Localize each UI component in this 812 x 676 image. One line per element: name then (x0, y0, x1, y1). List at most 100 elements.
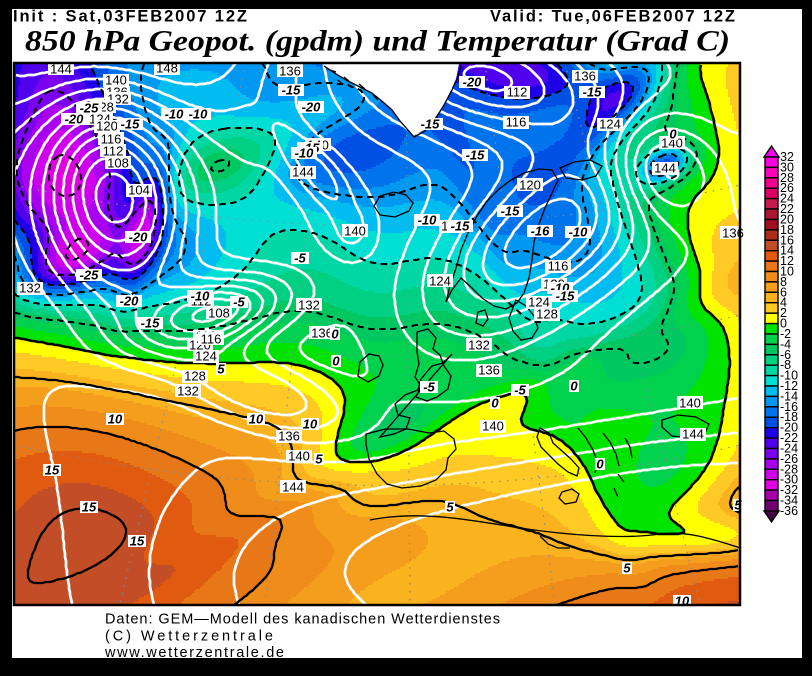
svg-text:-16: -16 (531, 224, 551, 239)
svg-text:-15: -15 (583, 85, 603, 100)
svg-text:140: 140 (679, 396, 701, 411)
svg-text:116: 116 (506, 115, 527, 130)
svg-text:-15: -15 (556, 289, 576, 304)
svg-text:32: 32 (780, 150, 794, 164)
svg-text:144: 144 (682, 427, 704, 442)
svg-text:136: 136 (278, 429, 300, 444)
svg-text:15: 15 (130, 534, 145, 549)
svg-text:8: 8 (780, 275, 787, 289)
svg-text:30: 30 (780, 160, 794, 174)
svg-text:-10: -10 (191, 289, 211, 304)
svg-text:-26: -26 (780, 452, 798, 466)
svg-text:-20: -20 (120, 294, 140, 309)
svg-text:-5: -5 (233, 295, 245, 310)
svg-text:5: 5 (446, 500, 454, 515)
svg-text:140: 140 (105, 73, 127, 88)
svg-text:136: 136 (722, 226, 744, 241)
svg-text:120: 120 (96, 119, 118, 134)
svg-text:5: 5 (315, 452, 323, 467)
svg-text:-20: -20 (65, 112, 85, 127)
svg-text:136: 136 (478, 363, 500, 378)
svg-text:108: 108 (107, 156, 129, 171)
svg-text:-10: -10 (418, 213, 438, 228)
svg-text:18: 18 (780, 223, 794, 237)
svg-text:116: 116 (101, 132, 122, 147)
svg-text:140: 140 (288, 449, 310, 464)
svg-text:-16: -16 (780, 400, 798, 414)
svg-text:-10: -10 (569, 225, 589, 240)
svg-text:136: 136 (279, 64, 301, 79)
svg-text:-36: -36 (780, 504, 798, 518)
svg-text:-15: -15 (501, 204, 521, 219)
svg-text:140: 140 (482, 419, 504, 434)
svg-text:-20: -20 (302, 100, 322, 115)
svg-text:112: 112 (103, 144, 124, 159)
svg-text:104: 104 (128, 183, 150, 198)
svg-text:-15: -15 (121, 117, 141, 132)
svg-text:10: 10 (780, 265, 794, 279)
svg-text:124: 124 (429, 274, 451, 289)
svg-text:-15: -15 (282, 83, 302, 98)
svg-text:-30: -30 (780, 473, 798, 487)
svg-text:850 hPa Geopot. (gpdm) und Tem: 850 hPa Geopot. (gpdm) und Temperatur (G… (25, 25, 730, 58)
svg-text:Daten: GEM—Modell des kanadisc: Daten: GEM—Modell des kanadischen Wetter… (105, 612, 500, 628)
svg-text:-15: -15 (141, 316, 161, 331)
svg-text:0: 0 (780, 317, 787, 331)
svg-text:6: 6 (780, 285, 787, 299)
svg-text:-32: -32 (780, 483, 798, 497)
svg-text:10: 10 (303, 417, 318, 432)
svg-text:116: 116 (201, 332, 222, 347)
svg-text:0: 0 (491, 396, 499, 411)
svg-text:112: 112 (507, 85, 528, 100)
svg-text:2: 2 (780, 306, 787, 320)
svg-text:22: 22 (780, 202, 794, 216)
svg-text:-8: -8 (780, 358, 791, 372)
svg-text:-28: -28 (780, 462, 798, 476)
svg-text:116: 116 (548, 259, 569, 274)
svg-text:124: 124 (195, 349, 217, 364)
svg-text:132: 132 (177, 384, 199, 399)
svg-text:-24: -24 (780, 442, 798, 456)
svg-text:-10: -10 (165, 107, 185, 122)
svg-text:-22: -22 (780, 431, 798, 445)
svg-text:0: 0 (570, 379, 578, 394)
svg-text:108: 108 (208, 306, 230, 321)
svg-text:20: 20 (780, 213, 794, 227)
svg-text:-20: -20 (129, 230, 149, 245)
svg-text:144: 144 (292, 165, 314, 180)
svg-text:132: 132 (298, 298, 320, 313)
svg-text:120: 120 (519, 178, 541, 193)
svg-text:136: 136 (574, 69, 596, 84)
svg-text:-25: -25 (80, 268, 100, 283)
svg-text:-10: -10 (780, 369, 798, 383)
svg-text:26: 26 (780, 181, 794, 195)
svg-text:136: 136 (311, 326, 333, 341)
svg-text:-2: -2 (780, 327, 791, 341)
svg-text:-14: -14 (780, 389, 798, 403)
svg-text:-20: -20 (780, 421, 798, 435)
svg-text:-18: -18 (780, 410, 798, 424)
svg-text:-5: -5 (294, 251, 306, 266)
svg-text:28: 28 (780, 171, 794, 185)
svg-text:128: 128 (536, 307, 558, 322)
svg-text:124: 124 (599, 117, 621, 132)
svg-text:24: 24 (780, 192, 794, 206)
svg-text:14: 14 (780, 244, 794, 258)
svg-text:132: 132 (468, 338, 490, 353)
svg-text:0: 0 (332, 354, 340, 369)
svg-text:140: 140 (344, 224, 366, 239)
svg-text:144: 144 (50, 62, 72, 77)
svg-text:0: 0 (596, 457, 604, 472)
svg-text:-12: -12 (780, 379, 798, 393)
svg-text:144: 144 (654, 161, 676, 176)
svg-text:4: 4 (780, 296, 787, 310)
svg-text:0: 0 (331, 327, 339, 342)
svg-text:15: 15 (45, 463, 60, 478)
svg-text:5: 5 (623, 561, 631, 576)
svg-text:15: 15 (82, 500, 97, 515)
svg-text:144: 144 (282, 480, 304, 495)
svg-text:-34: -34 (780, 494, 798, 508)
svg-text:-25: -25 (80, 101, 100, 116)
svg-text:-10: -10 (189, 107, 209, 122)
svg-text:0: 0 (669, 127, 677, 142)
